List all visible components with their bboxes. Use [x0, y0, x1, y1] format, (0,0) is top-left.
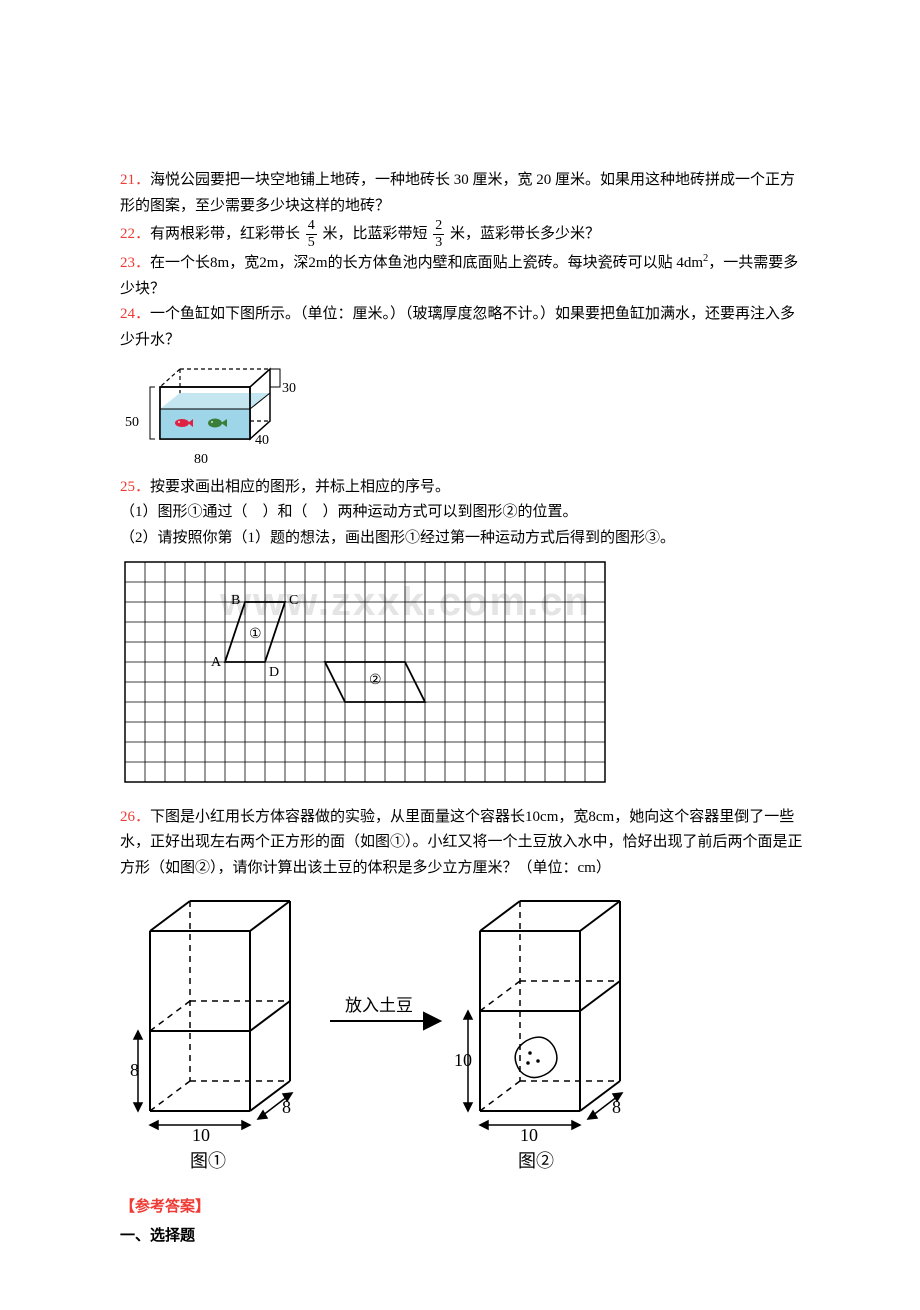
section-1: 一、选择题 [120, 1224, 810, 1250]
fig2-h: 10 [454, 1050, 472, 1070]
qnum-24: 24． [120, 306, 150, 322]
figure-grid: B C A D ① ② [120, 557, 810, 799]
svg-text:D: D [269, 665, 279, 680]
qnum-23: 23． [120, 255, 150, 271]
question-23: 23．在一个长8m，宽2m，深2m的长方体鱼池内壁和底面贴上瓷砖。每块瓷砖可以贴… [120, 250, 810, 302]
fig1-d: 8 [282, 1097, 291, 1117]
q24-text: 一个鱼缸如下图所示。（单位：厘米。）（玻璃厚度忽略不计。）如果要把鱼缸加满水，还… [120, 306, 795, 348]
q22-tail: 米，蓝彩带长多少米？ [450, 226, 600, 242]
question-24: 24．一个鱼缸如下图所示。（单位：厘米。）（玻璃厚度忽略不计。）如果要把鱼缸加满… [120, 302, 810, 353]
fig1-caption: 图① [190, 1151, 226, 1171]
q21-text: 海悦公园要把一块空地铺上地砖，一种地砖长 30 厘米，宽 20 厘米。如果用这种… [120, 172, 795, 214]
fig2-caption: 图② [518, 1151, 554, 1171]
answers-heading: 【参考答案】 [120, 1195, 810, 1221]
qnum-22: 22． [120, 226, 150, 242]
q25-text: 按要求画出相应的图形，并标上相应的序号。 [150, 479, 450, 495]
fig1-w: 10 [192, 1125, 210, 1145]
svg-text:A: A [211, 655, 222, 670]
svg-text:①: ① [249, 627, 262, 642]
svg-text:C: C [289, 593, 298, 608]
question-22: 22．有两根彩带，红彩带长 45 米，比蓝彩带短 23 米，蓝彩带长多少米？ [120, 219, 810, 250]
fig2-w: 10 [520, 1125, 538, 1145]
question-26: 26．下图是小红用长方体容器做的实验，从里面量这个容器长10cm，宽8cm，她向… [120, 805, 810, 882]
dim-30: 30 [282, 377, 296, 401]
figure-fishtank: 50 30 40 80 [120, 359, 810, 469]
question-25: 25．按要求画出相应的图形，并标上相应的序号。 [120, 475, 810, 501]
dim-80: 80 [194, 448, 208, 472]
question-21: 21．海悦公园要把一块空地铺上地砖，一种地砖长 30 厘米，宽 20 厘米。如果… [120, 168, 810, 219]
qnum-26: 26． [120, 809, 150, 825]
arrow-label: 放入土豆 [345, 996, 413, 1015]
fig1-h: 8 [130, 1060, 139, 1080]
dim-50: 50 [125, 411, 139, 435]
figure-containers: 8 10 8 图① 放入土豆 [120, 891, 810, 1181]
q25-sub1: （1）图形①通过（ ）和（ ）两种运动方式可以到图形②的位置。 [120, 500, 810, 526]
dim-40: 40 [255, 429, 269, 453]
qnum-21: 21． [120, 172, 150, 188]
q22-mid: 米，比蓝彩带短 [323, 226, 428, 242]
qnum-25: 25． [120, 479, 150, 495]
fig2-d: 8 [612, 1097, 621, 1117]
q22-lead: 有两根彩带，红彩带长 [150, 226, 300, 242]
svg-text:B: B [231, 593, 240, 608]
q25-sub2: （2）请按照你第（1）题的想法，画出图形①经过第一种运动方式后得到的图形③。 [120, 526, 810, 552]
svg-text:②: ② [369, 673, 382, 688]
